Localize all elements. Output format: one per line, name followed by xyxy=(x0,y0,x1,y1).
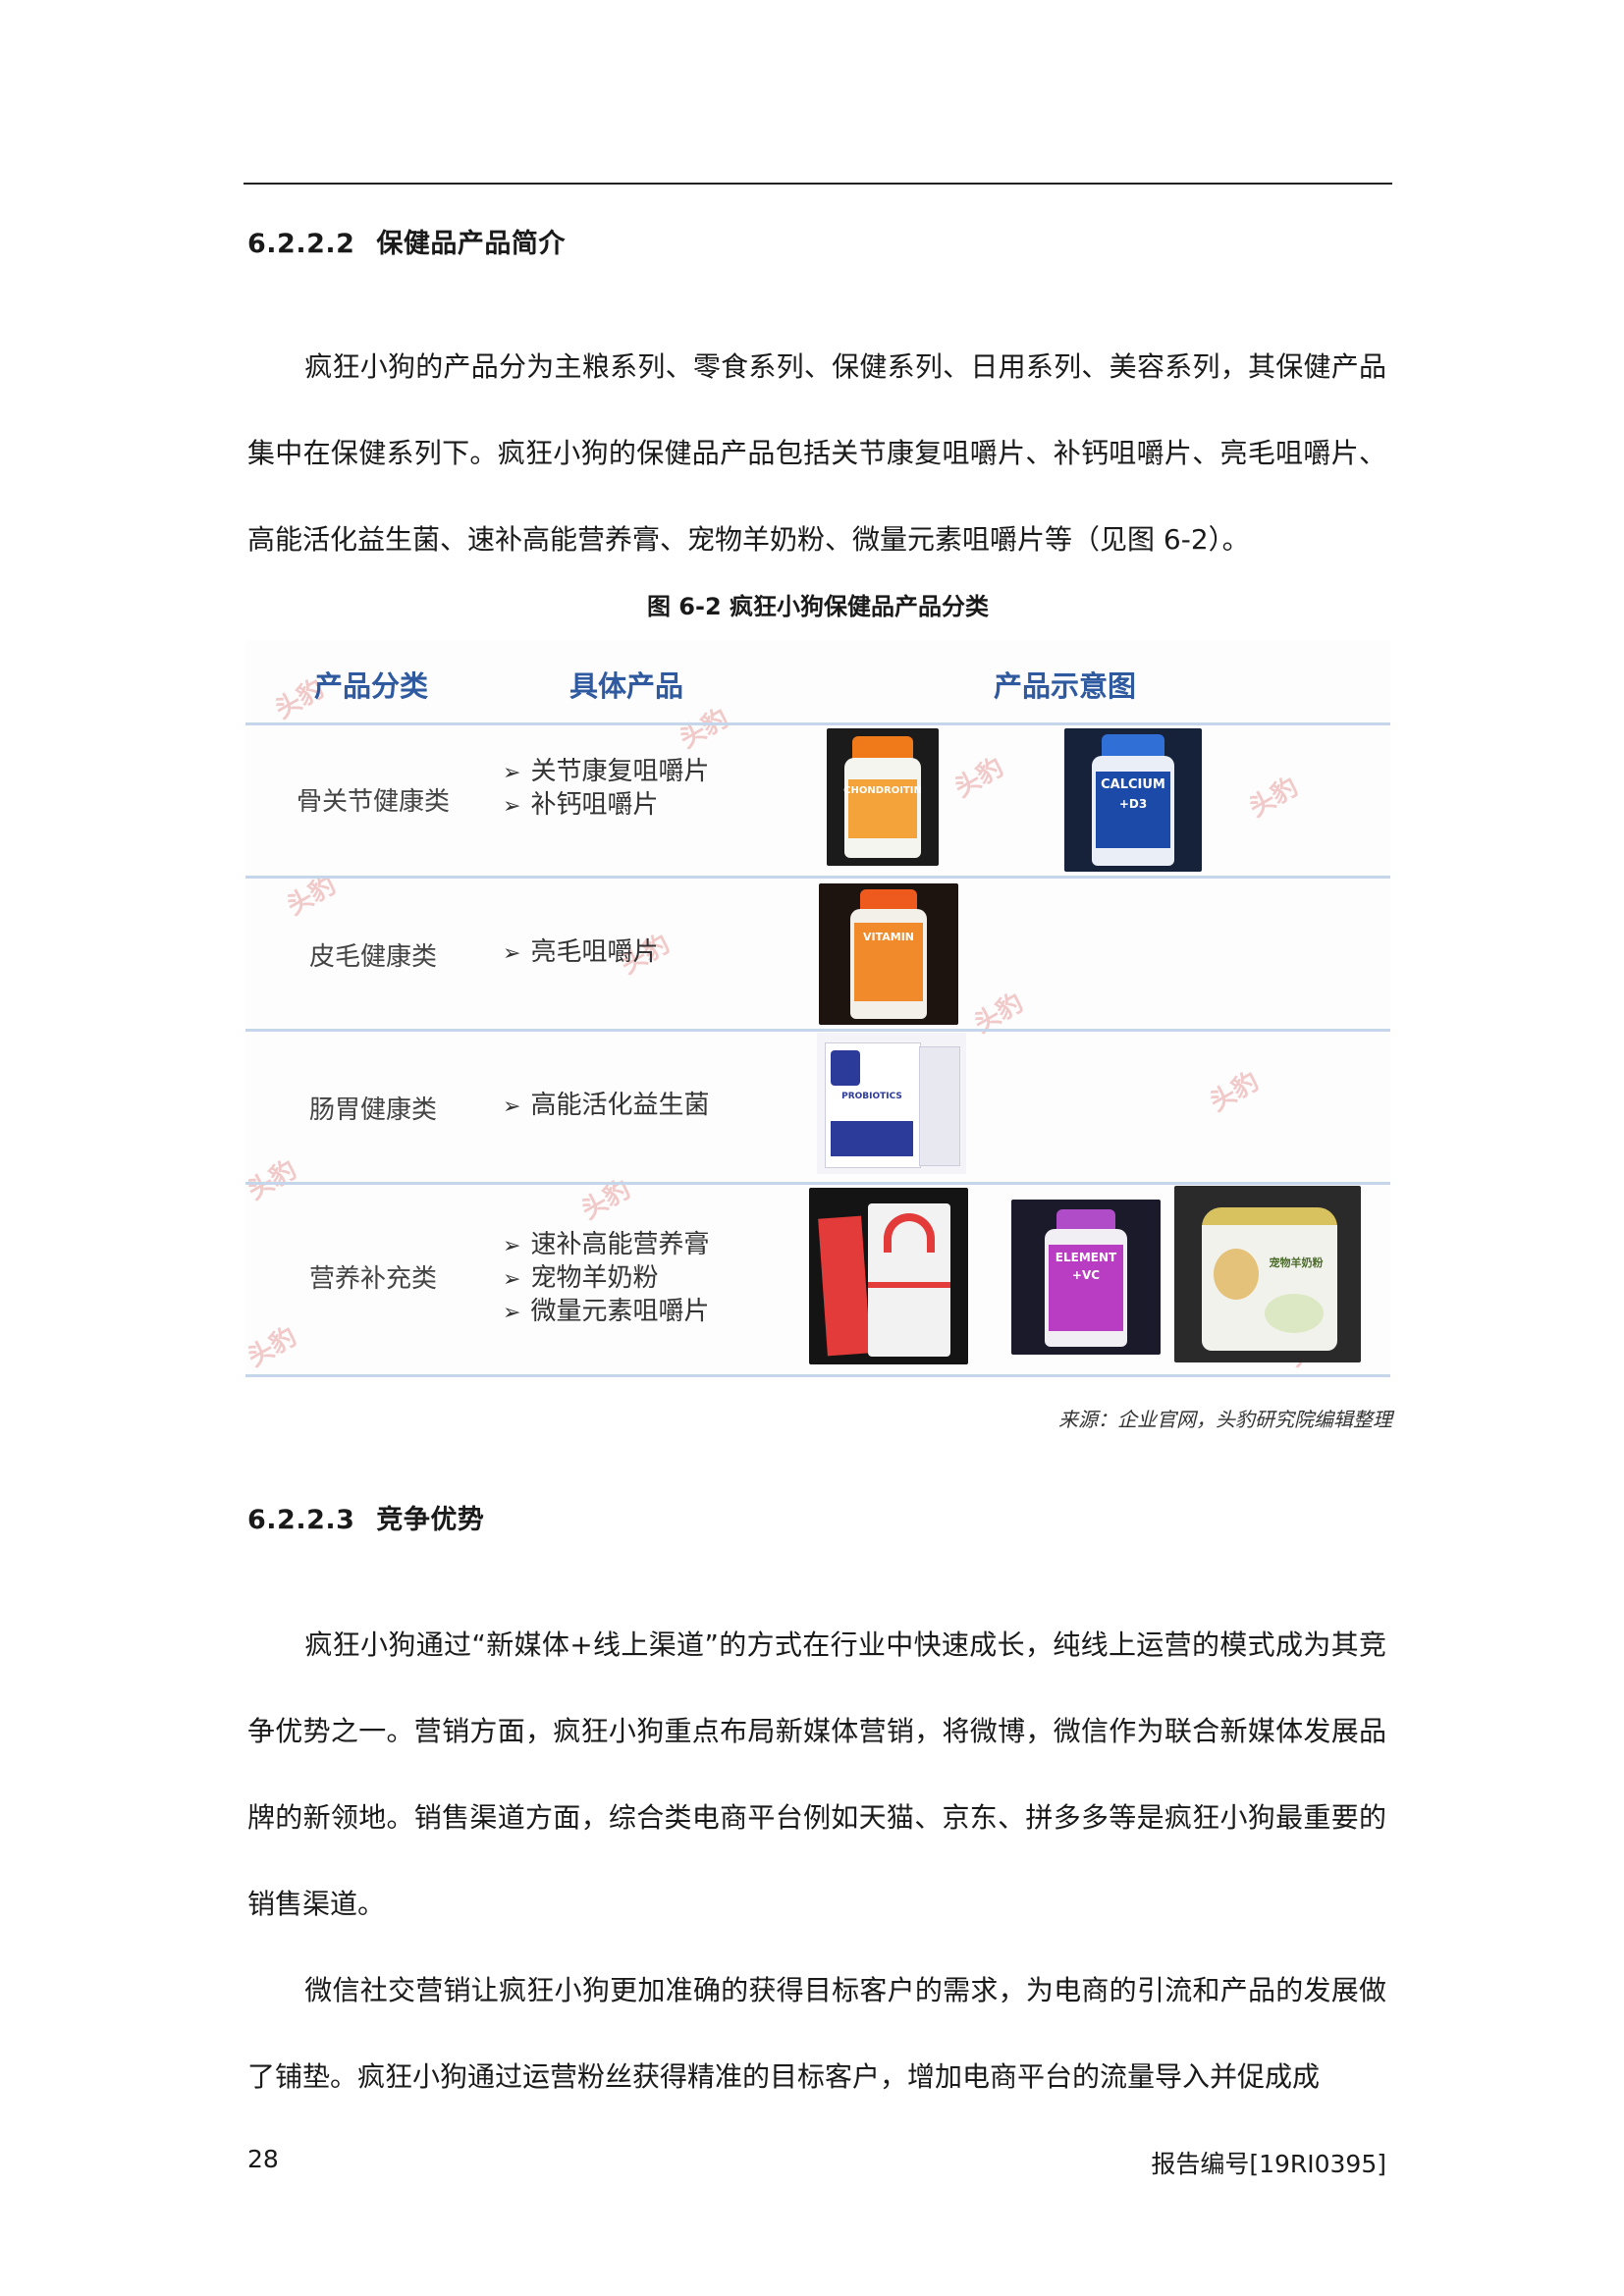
product-label: PROBIOTICS xyxy=(841,1092,902,1101)
product-label: ELEMENT xyxy=(1055,1251,1117,1264)
product-image-calcium: CALCIUM +D3 xyxy=(1064,728,1202,872)
list-item: 补钙咀嚼片 xyxy=(503,789,709,823)
product-image-chondroitin: CHONDROITIN xyxy=(827,728,939,866)
page-number: 28 xyxy=(247,2145,279,2173)
figure-caption: 图 6-2 疯狂小狗保健品产品分类 xyxy=(646,593,990,620)
paragraph-advantage-text: 疯狂小狗通过“新媒体+线上渠道”的方式在行业中快速成长，纯线上运营的模式成为其竞… xyxy=(247,1629,1386,1920)
product-label: CALCIUM xyxy=(1101,777,1165,792)
header-category: 产品分类 xyxy=(314,669,429,703)
watermark: 头豹 xyxy=(245,1154,302,1206)
list-item: 宠物羊奶粉 xyxy=(503,1262,709,1296)
product-image-vitamin: VITAMIN xyxy=(819,883,958,1025)
category-nutrition: 营养补充类 xyxy=(308,1264,437,1294)
product-list-coat: 亮毛咀嚼片 xyxy=(503,936,658,970)
watermark: 头豹 xyxy=(1244,772,1304,824)
paragraph-intro-text: 疯狂小狗的产品分为主粮系列、零食系列、保健系列、日用系列、美容系列，其保健产品集… xyxy=(247,350,1386,556)
product-label-sub: +VC xyxy=(1071,1268,1101,1282)
product-label: VITAMIN xyxy=(862,931,914,943)
watermark: 头豹 xyxy=(675,703,734,755)
watermark: 头豹 xyxy=(1205,1066,1265,1118)
list-item: 关节康复咀嚼片 xyxy=(503,756,709,789)
paragraph-wechat-text: 微信社交营销让疯狂小狗更加准确的获得目标客户的需求，为电商的引流和产品的发展做了… xyxy=(247,1974,1386,2093)
list-item: 高能活化益生菌 xyxy=(503,1090,709,1123)
product-list-nutrition: 速补高能营养膏 宠物羊奶粉 微量元素咀嚼片 xyxy=(503,1229,709,1329)
list-item: 速补高能营养膏 xyxy=(503,1229,709,1262)
product-list-bone-joint: 关节康复咀嚼片 补钙咀嚼片 xyxy=(503,756,709,823)
header-image: 产品示意图 xyxy=(994,669,1137,703)
header-rule xyxy=(244,183,1392,185)
paragraph-advantage: 疯狂小狗通过“新媒体+线上渠道”的方式在行业中快速成长，纯线上运营的模式成为其竞… xyxy=(247,1602,1386,1948)
product-category-figure: 头豹 头豹 头豹 头豹 头豹 头豹 头豹 头豹 头豹 头豹 头豹 头豹 产品分类… xyxy=(245,640,1390,1378)
section-heading-6-2-2-3: 6.2.2.3 竞争优势 xyxy=(247,1498,484,1536)
product-image-goat-milk: 宠物羊奶粉 xyxy=(1174,1186,1361,1362)
list-item: 微量元素咀嚼片 xyxy=(503,1296,709,1329)
row-divider xyxy=(245,1029,1390,1032)
report-id: 报告编号[19RI0395] xyxy=(1151,2150,1386,2178)
product-label-sub: +D3 xyxy=(1118,797,1148,811)
product-label: CHONDROITIN xyxy=(843,785,922,796)
product-list-gut: 高能活化益生菌 xyxy=(503,1090,709,1123)
category-gut: 肠胃健康类 xyxy=(308,1095,437,1125)
section-title: 保健品产品简介 xyxy=(376,229,566,259)
category-bone-joint: 骨关节健康类 xyxy=(296,787,450,817)
section-number: 6.2.2.3 xyxy=(247,1505,355,1535)
product-image-element: ELEMENT +VC xyxy=(1011,1200,1161,1355)
paragraph-intro: 疯狂小狗的产品分为主粮系列、零食系列、保健系列、日用系列、美容系列，其保健产品集… xyxy=(247,324,1386,583)
watermark: 头豹 xyxy=(282,870,342,922)
row-divider xyxy=(245,876,1390,879)
product-image-probiotics: PROBIOTICS xyxy=(817,1033,966,1174)
figure-source: 来源：企业官网，头豹研究院编辑整理 xyxy=(1058,1408,1392,1431)
watermark: 头豹 xyxy=(576,1174,636,1226)
row-divider xyxy=(245,1182,1390,1185)
category-coat: 皮毛健康类 xyxy=(308,942,437,972)
header-product: 具体产品 xyxy=(569,669,684,703)
watermark: 头豹 xyxy=(949,752,1009,804)
product-label: 宠物羊奶粉 xyxy=(1269,1256,1324,1269)
paragraph-wechat: 微信社交营销让疯狂小狗更加准确的获得目标客户的需求，为电商的引流和产品的发展做了… xyxy=(247,1948,1386,2120)
row-divider xyxy=(245,722,1390,725)
watermark: 头豹 xyxy=(245,1321,302,1373)
list-item: 亮毛咀嚼片 xyxy=(503,936,658,970)
row-divider xyxy=(245,1374,1390,1377)
product-image-nutrition-paste xyxy=(809,1188,968,1364)
section-heading-6-2-2-2: 6.2.2.2 保健品产品简介 xyxy=(247,222,566,260)
section-number: 6.2.2.2 xyxy=(247,229,355,259)
section-title: 竞争优势 xyxy=(376,1505,485,1535)
